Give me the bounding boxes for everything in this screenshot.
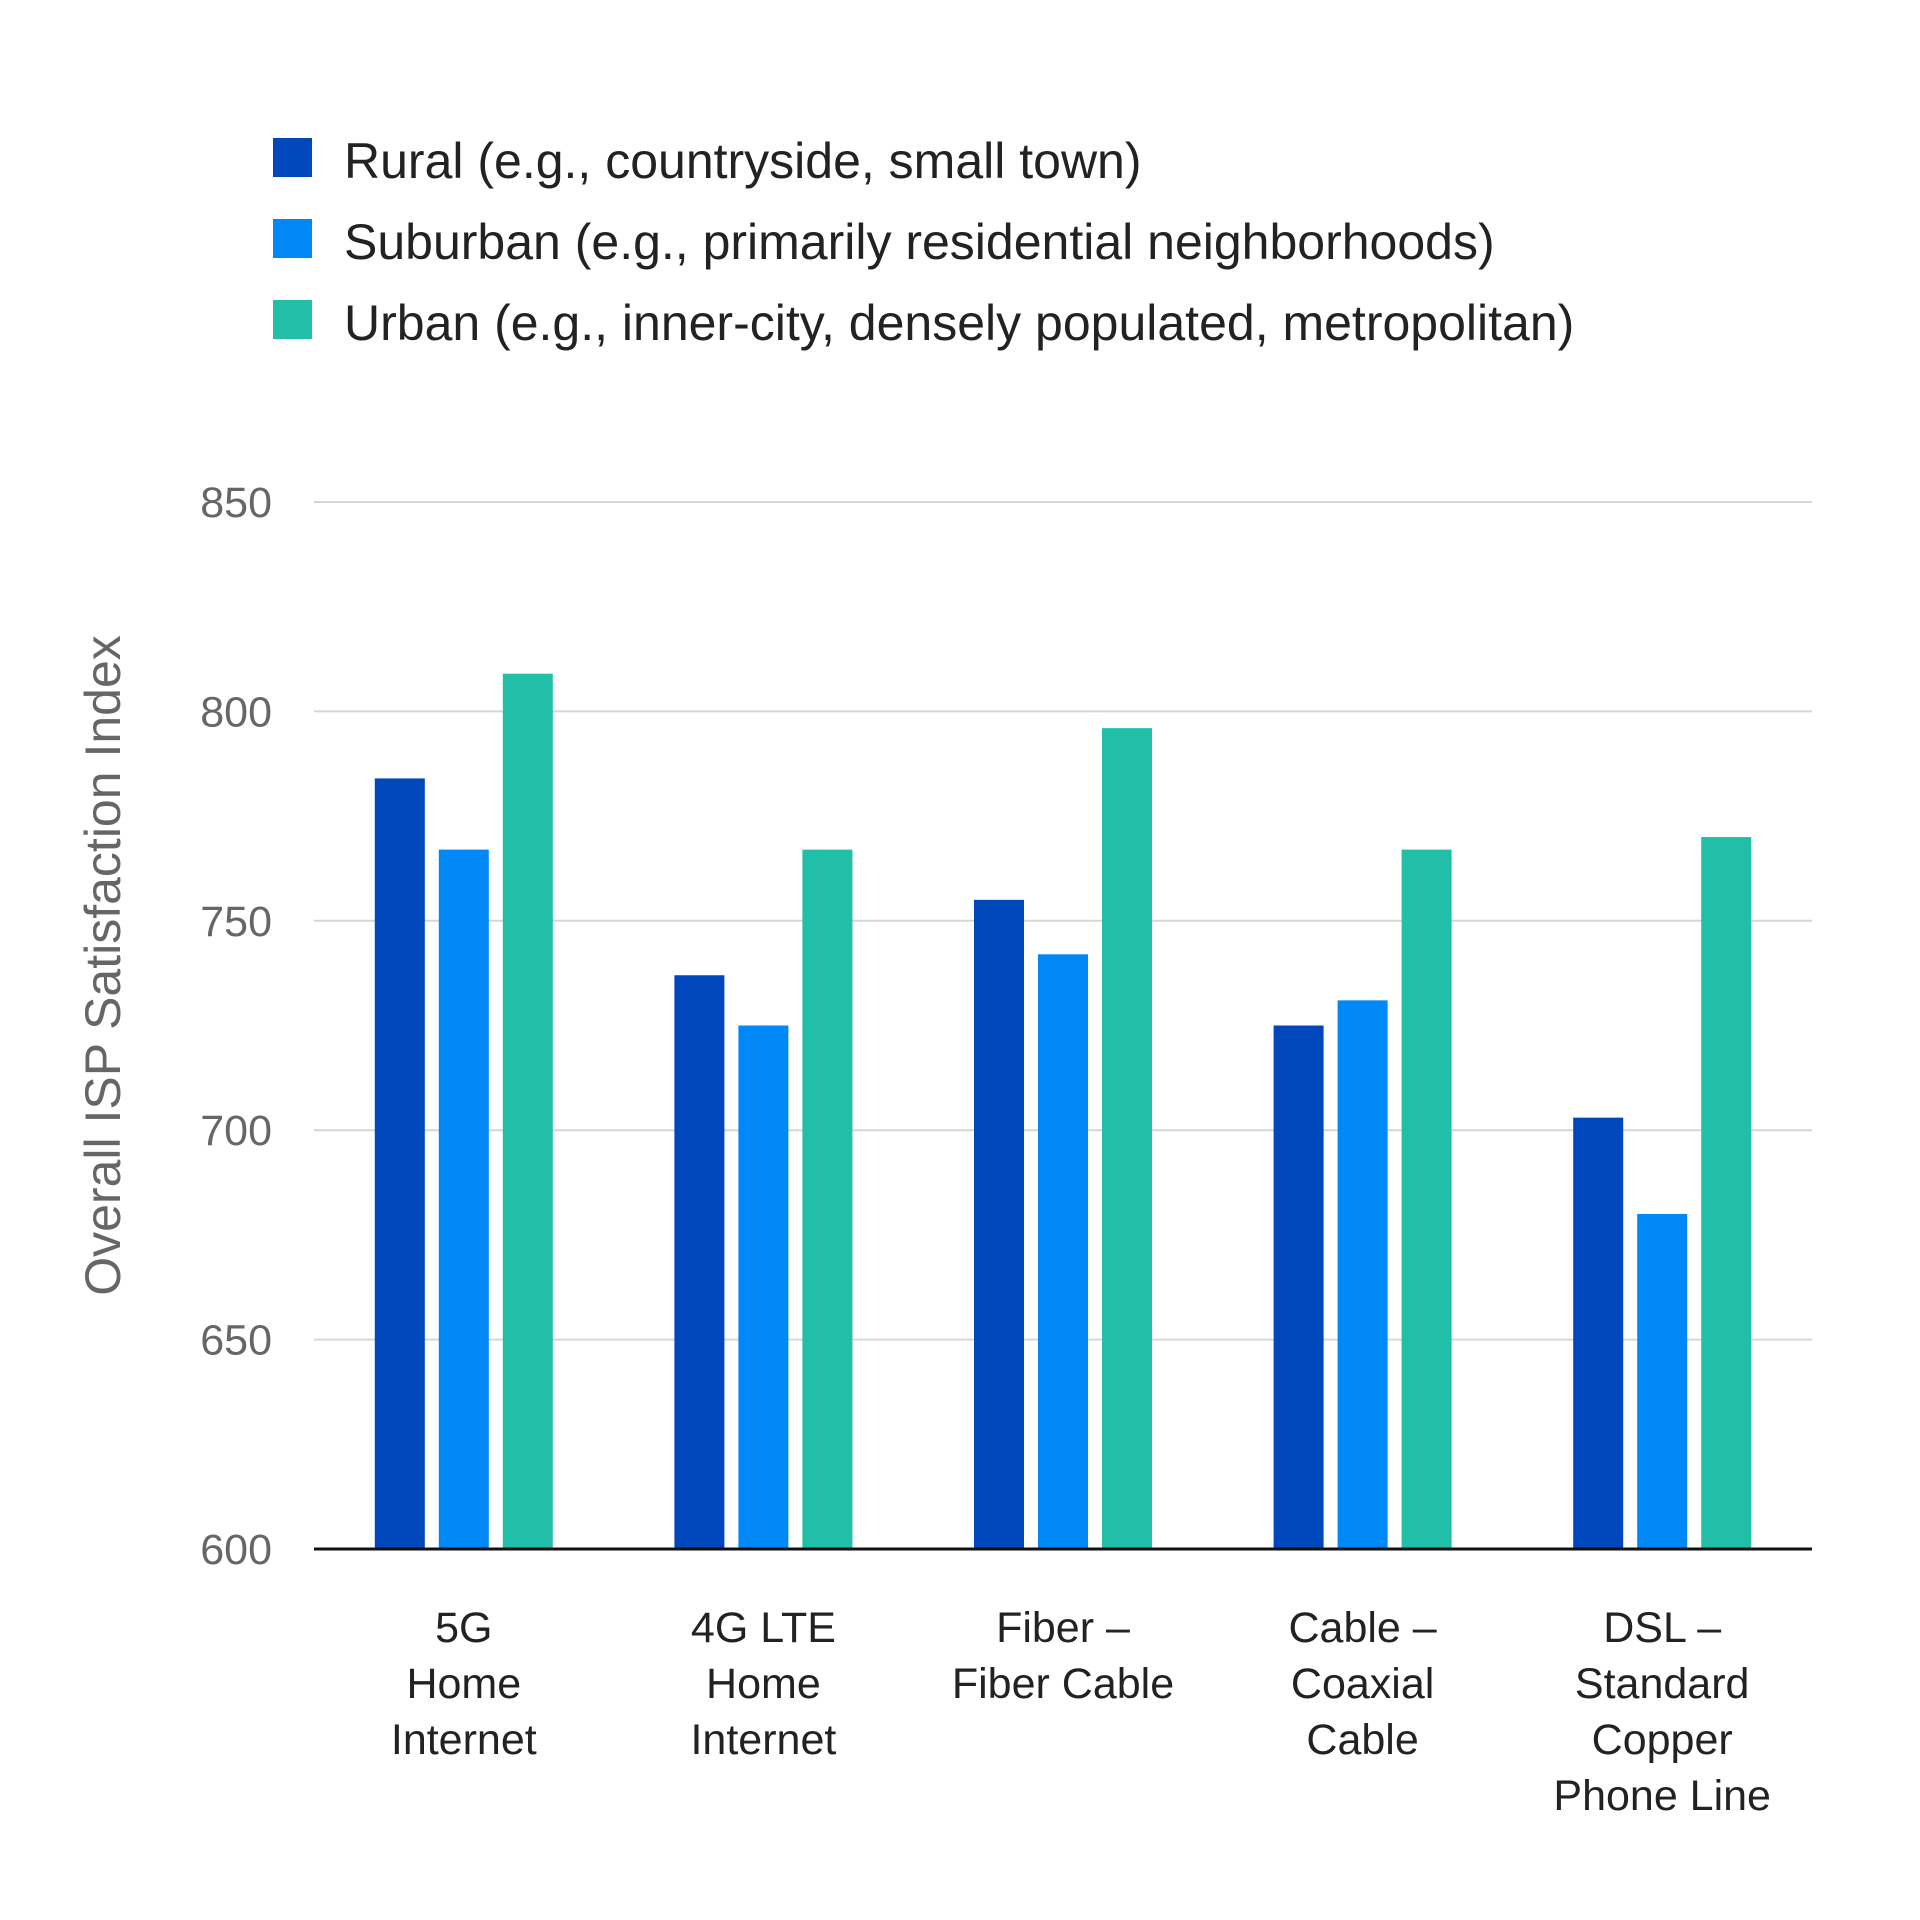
x-category-label-line: Cable [1306, 1716, 1418, 1764]
legend-swatch-3 [273, 300, 312, 339]
x-category-label-line: Copper [1592, 1716, 1733, 1764]
legend: Rural (e.g., countryside, small town) Sub… [273, 133, 1574, 351]
bar-series1-cat3 [974, 899, 1024, 1549]
bar-series1-cat1 [374, 778, 425, 1549]
x-category-label-line: 4G LTE [691, 1604, 836, 1652]
x-category-label: DSL – Standard Copper Phone Line [1553, 1604, 1771, 1820]
x-category-label-line: Fiber Cable [952, 1660, 1174, 1708]
y-tick-label: 750 [200, 898, 272, 946]
gridlines [314, 501, 1812, 1341]
x-category-label-line: Internet [690, 1716, 836, 1764]
bar-series3-cat1 [502, 673, 553, 1549]
legend-label-2: Suburban (e.g., primarily residential ne… [344, 214, 1495, 270]
x-category-label-line: DSL – [1603, 1604, 1721, 1652]
y-axis-ticks: 600 650 700 750 800 850 [200, 479, 272, 1574]
x-category-label-line: Phone Line [1553, 1772, 1771, 1820]
bar-series3-cat2 [802, 849, 853, 1549]
y-tick-label: 700 [200, 1107, 272, 1155]
bar-series3-cat4 [1401, 849, 1452, 1549]
x-category-label-line: Cable – [1288, 1604, 1436, 1652]
bar-series2-cat3 [1038, 954, 1088, 1549]
bar-series2-cat2 [738, 1025, 789, 1549]
y-tick-label: 600 [200, 1526, 272, 1574]
x-category-label: Cable – Coaxial Cable [1288, 1604, 1436, 1764]
bar-series2-cat1 [438, 849, 489, 1549]
bar-series3-cat3 [1102, 728, 1152, 1549]
y-tick-label: 800 [200, 688, 272, 736]
x-category-label: 4G LTE Home Internet [690, 1604, 836, 1764]
x-category-label-line: 5G [435, 1604, 492, 1652]
legend-label-3: Urban (e.g., inner-city, densely populat… [344, 295, 1574, 351]
y-tick-label: 650 [200, 1317, 272, 1365]
x-category-label-line: Home [406, 1660, 521, 1708]
bar-series1-cat5 [1573, 1117, 1624, 1549]
x-category-label-line: Home [706, 1660, 821, 1708]
bar-series1-cat4 [1273, 1025, 1324, 1549]
bar-series1-cat2 [674, 975, 725, 1549]
x-category-label-line: Internet [391, 1716, 537, 1764]
bar-series2-cat4 [1337, 1000, 1388, 1549]
legend-swatch-2 [273, 219, 312, 258]
legend-label-1: Rural (e.g., countryside, small town) [344, 133, 1142, 189]
bars [374, 673, 1752, 1549]
y-tick-label: 850 [200, 479, 272, 527]
bar-series3-cat5 [1701, 837, 1752, 1549]
legend-swatch-1 [273, 138, 312, 177]
x-category-label: 5G Home Internet [391, 1604, 537, 1764]
x-category-label-line: Fiber – [996, 1604, 1130, 1652]
y-axis-title: Overall ISP Satisfaction Index [75, 635, 131, 1296]
x-category-label-line: Standard [1575, 1660, 1750, 1708]
bar-series2-cat5 [1637, 1213, 1688, 1549]
x-category-label-line: Coaxial [1291, 1660, 1434, 1708]
x-category-label: Fiber – Fiber Cable [952, 1604, 1174, 1708]
